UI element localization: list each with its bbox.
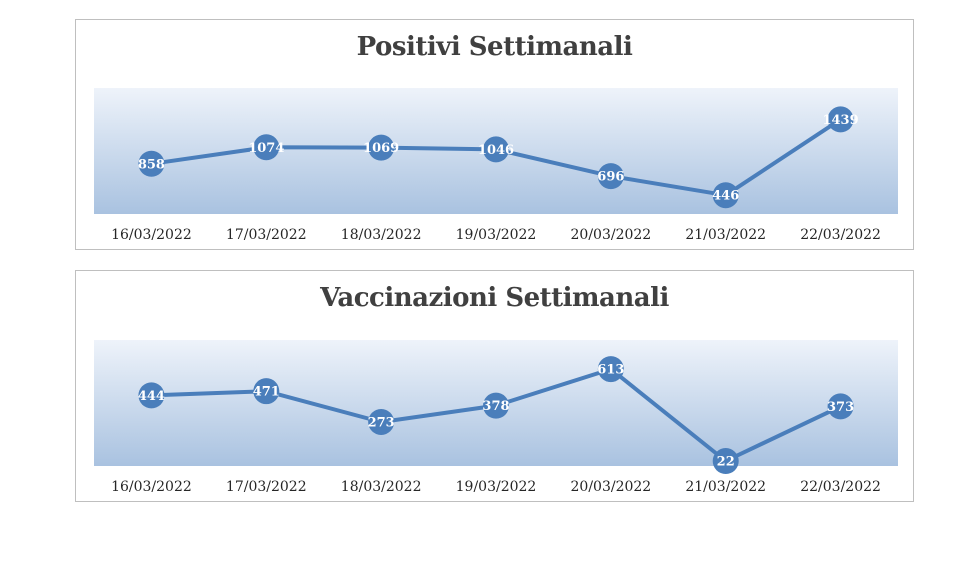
data-point: [368, 134, 395, 161]
data-label: 373: [827, 400, 854, 415]
x-tick-label: 16/03/2022: [111, 479, 192, 495]
chart-vaccinazioni: Vaccinazioni Settimanali 444 471 273 378 613…: [75, 270, 914, 502]
x-tick-label: 16/03/2022: [111, 227, 192, 243]
chart-positivi: Positivi Settimanali 858 1074 1069 1046 696 4…: [75, 19, 914, 250]
data-point: [138, 150, 165, 177]
data-point: [712, 182, 739, 209]
x-tick-label: 22/03/2022: [800, 227, 881, 243]
data-point: [368, 408, 395, 435]
x-tick-label: 17/03/2022: [226, 227, 307, 243]
data-label: 613: [597, 363, 624, 378]
data-label: 696: [597, 170, 624, 185]
data-label: 1439: [822, 113, 858, 128]
chart-title: Vaccinazioni Settimanali: [320, 283, 669, 313]
data-label: 444: [138, 389, 165, 404]
x-tick-label: 20/03/2022: [571, 227, 652, 243]
x-tick-label: 20/03/2022: [571, 479, 652, 495]
data-point: [483, 392, 509, 419]
data-point: [253, 378, 280, 405]
x-tick-label: 21/03/2022: [685, 479, 766, 495]
data-label: 446: [712, 189, 739, 204]
x-tick-label: 22/03/2022: [800, 479, 881, 495]
data-point: [827, 106, 854, 133]
x-tick-label: 21/03/2022: [685, 227, 766, 243]
x-tick-label: 17/03/2022: [226, 479, 307, 495]
data-label: 378: [482, 399, 509, 414]
chart-title: Positivi Settimanali: [356, 32, 633, 62]
data-label: 858: [138, 157, 165, 172]
data-point: [827, 393, 854, 420]
line-chart-positivi: 858 1074 1069 1046 696 446 1439 16/03/2022 17/03…: [94, 88, 898, 243]
data-point: [597, 163, 624, 190]
x-tick-label: 18/03/2022: [341, 227, 422, 243]
line-chart-vaccinazioni: 444 471 273 378 613 22 373 16/03/2022 17/03/2022…: [94, 340, 898, 495]
data-point: [253, 134, 280, 161]
data-label: 1046: [478, 143, 514, 158]
data-point: [138, 382, 165, 409]
data-label: 22: [717, 455, 735, 470]
data-point: [597, 356, 624, 383]
x-tick-label: 18/03/2022: [341, 479, 422, 495]
data-label: 273: [368, 415, 395, 430]
data-label: 1069: [363, 141, 399, 156]
data-label: 471: [253, 385, 280, 400]
data-point: [483, 136, 509, 163]
x-tick-label: 19/03/2022: [456, 227, 537, 243]
data-point: [712, 448, 739, 475]
x-tick-label: 19/03/2022: [456, 479, 537, 495]
data-label: 1074: [248, 141, 284, 156]
